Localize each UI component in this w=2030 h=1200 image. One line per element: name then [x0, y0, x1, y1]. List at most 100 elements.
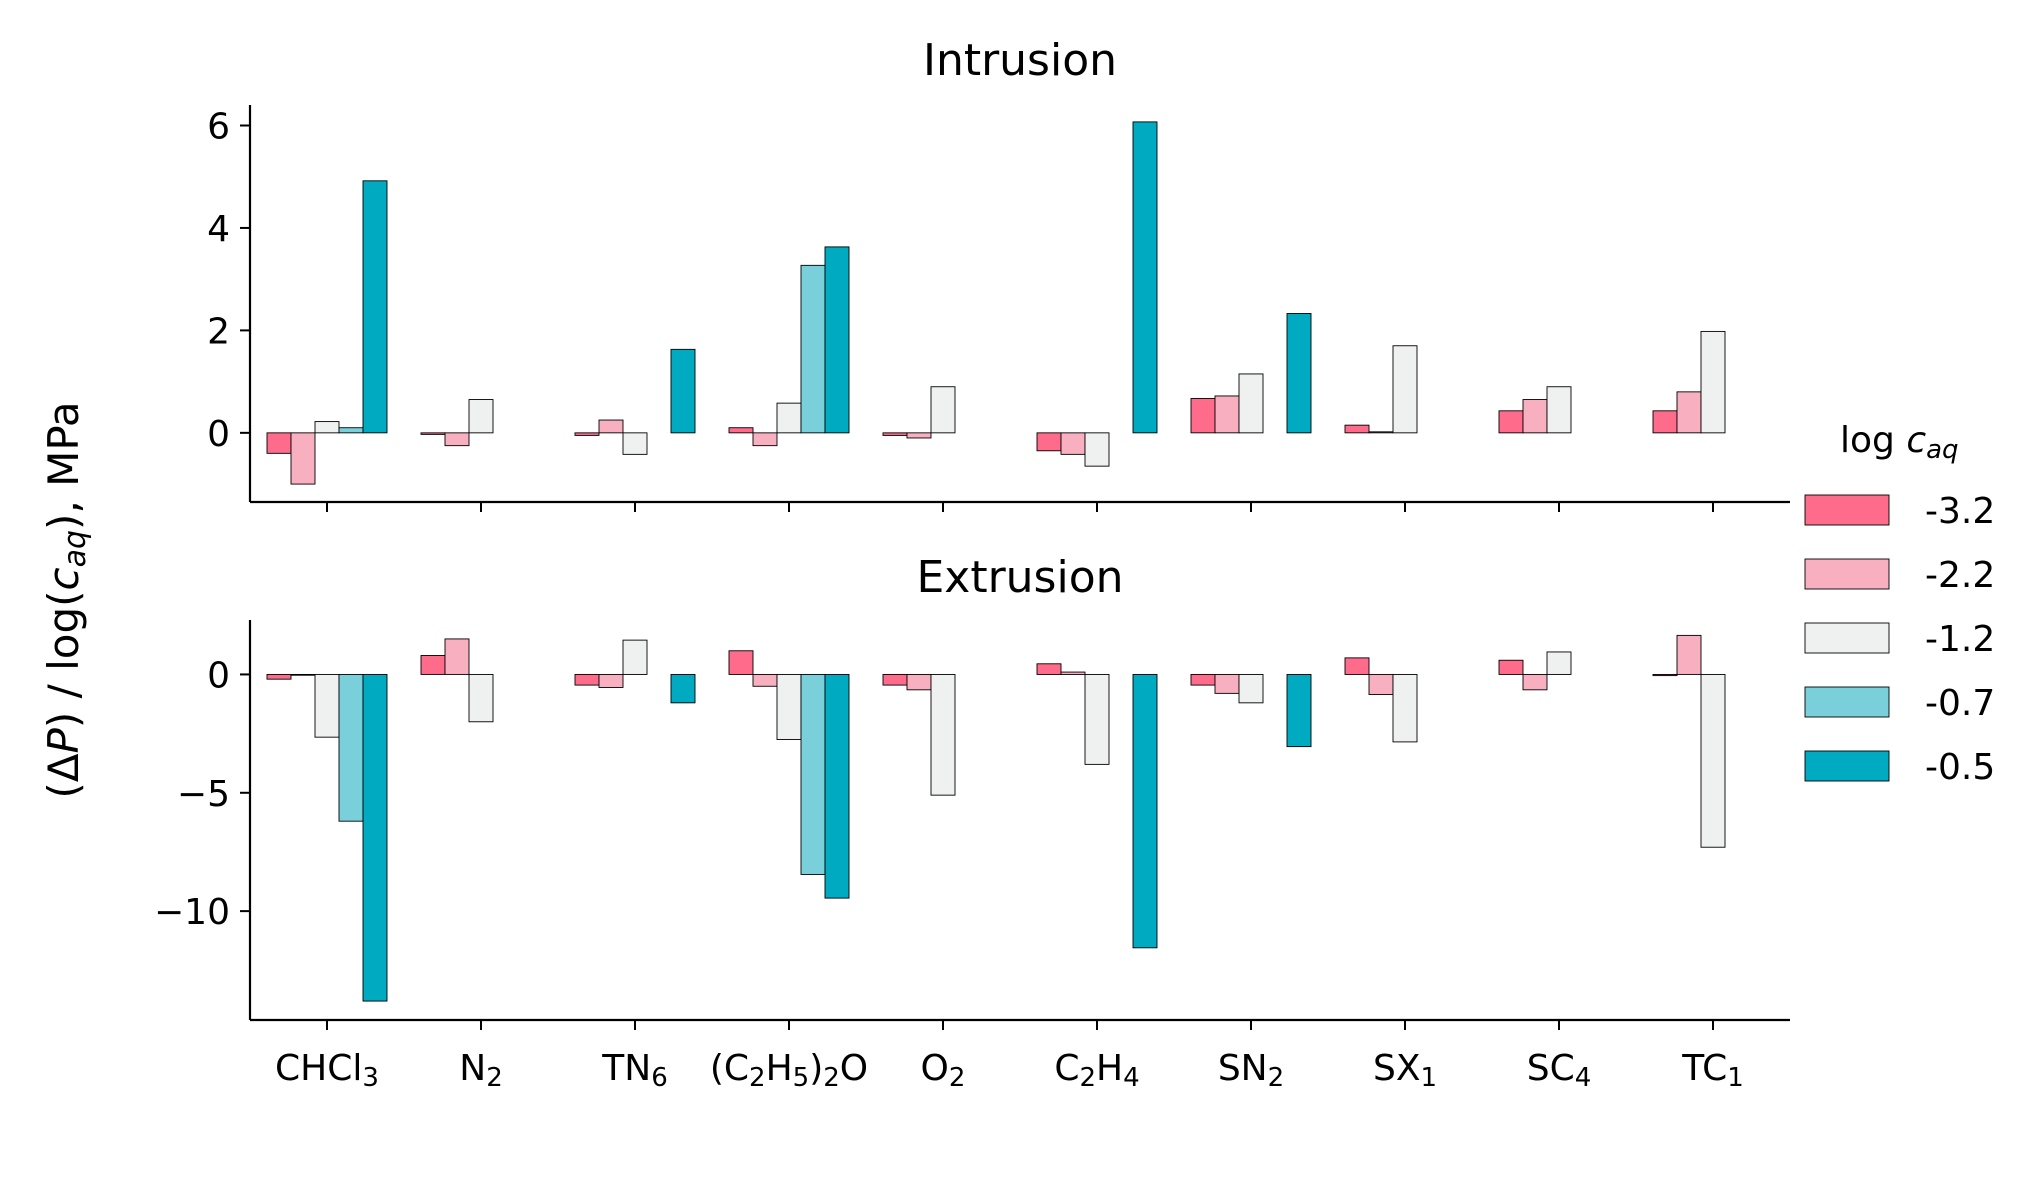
bar-tc1-series-1: [1676, 391, 1702, 434]
bar-chcl3-series-1: [290, 432, 316, 485]
bar-sn2-series-4: [1286, 313, 1312, 434]
bar-o2-series-1: [906, 432, 932, 439]
bar-tc1-series-0: [1652, 673, 1678, 677]
bar-tn6-series-1: [598, 419, 624, 434]
bar-sn2-series-1: [1214, 673, 1240, 694]
bar-chcl3-series-4: [362, 180, 388, 434]
bar-chcl3-series-0: [266, 673, 292, 680]
y-tick-label: −10: [154, 892, 230, 933]
legend-label: -0.7: [1925, 683, 1995, 724]
bar-c2h4-series-1: [1060, 671, 1086, 675]
x-tick-label: C2H4: [1054, 1048, 1139, 1093]
legend-swatch: [1804, 494, 1890, 526]
legend-swatch: [1804, 558, 1890, 590]
bar-c2h4-series-1: [1060, 432, 1086, 455]
bar-c2h52o-series-4: [824, 673, 850, 899]
panel-title: Intrusion: [923, 35, 1117, 86]
bar-tn6-series-2: [622, 639, 648, 675]
x-tick-label: SX1: [1373, 1048, 1437, 1093]
bar-tc1-series-2: [1700, 673, 1726, 848]
bar-n2-series-0: [420, 432, 446, 435]
x-tick-label: O2: [921, 1048, 966, 1093]
bar-c2h4-series-4: [1132, 121, 1158, 434]
bar-o2-series-2: [930, 673, 956, 796]
bar-o2-series-2: [930, 386, 956, 434]
bar-tn6-series-1: [598, 673, 624, 688]
x-tick-label: SC4: [1527, 1048, 1592, 1093]
bar-chcl3-series-1: [290, 673, 316, 676]
bar-n2-series-0: [420, 655, 446, 675]
x-tick-label: SN2: [1218, 1048, 1284, 1093]
bar-c2h52o-series-2: [776, 402, 802, 434]
bar-sc4-series-0: [1498, 410, 1524, 434]
legend: log caq -3.2 -2.2 -1.2 -0.7 -0.5: [1804, 420, 1995, 788]
bar-tc1-series-1: [1676, 634, 1702, 675]
bar-c2h52o-series-1: [752, 432, 778, 447]
y-tick-label: 6: [207, 106, 230, 147]
y-tick-label: 4: [207, 209, 230, 250]
x-tick-label: CHCl3: [275, 1048, 379, 1093]
bar-c2h52o-series-3: [800, 264, 826, 434]
bar-sn2-series-4: [1286, 673, 1312, 748]
bar-c2h52o-series-0: [728, 650, 754, 675]
bar-tn6-series-4: [670, 348, 696, 434]
bar-sn2-series-1: [1214, 395, 1240, 434]
bar-chcl3-series-4: [362, 673, 388, 1002]
bar-sc4-series-2: [1546, 651, 1572, 675]
legend-title: log caq: [1840, 420, 1959, 465]
bar-sx1-series-1: [1368, 431, 1394, 434]
bar-c2h52o-series-3: [800, 673, 826, 875]
bar-sc4-series-1: [1522, 673, 1548, 691]
bar-chcl3-series-3: [338, 427, 364, 434]
bar-c2h4-series-0: [1036, 663, 1062, 675]
legend-swatch: [1804, 686, 1890, 718]
bar-c2h52o-series-4: [824, 246, 850, 434]
bar-tn6-series-0: [574, 432, 600, 436]
panel-title: Extrusion: [916, 552, 1123, 603]
bar-tc1-series-2: [1700, 330, 1726, 434]
panel-extrusion: Extrusion 0 −5 −10 CHCl3 N2 TN6 (C2H5)2O O2 C2H4 S…: [154, 552, 1790, 1093]
bar-sc4-series-1: [1522, 399, 1548, 434]
y-tick-label: 2: [207, 311, 230, 352]
bar-o2-series-0: [882, 673, 908, 686]
bar-sx1-series-0: [1344, 657, 1370, 675]
bar-chcl3-series-3: [338, 673, 364, 822]
legend-swatch: [1804, 622, 1890, 654]
bar-n2-series-1: [444, 432, 470, 447]
bar-c2h4-series-2: [1084, 673, 1110, 765]
bar-sn2-series-2: [1238, 373, 1264, 434]
bar-c2h52o-series-2: [776, 673, 802, 740]
bar-sx1-series-2: [1392, 345, 1418, 434]
bar-tn6-series-2: [622, 432, 648, 455]
x-tick-label: TN6: [601, 1048, 667, 1093]
bar-c2h4-series-0: [1036, 432, 1062, 452]
bar-sx1-series-2: [1392, 673, 1418, 743]
x-tick-label: N2: [459, 1048, 502, 1093]
legend-label: -3.2: [1925, 491, 1995, 532]
bar-sc4-series-2: [1546, 386, 1572, 434]
bar-chcl3-series-0: [266, 432, 292, 454]
bar-sn2-series-0: [1190, 673, 1216, 686]
bar-sc4-series-0: [1498, 659, 1524, 675]
bar-c2h52o-series-1: [752, 673, 778, 687]
bar-c2h4-series-4: [1132, 673, 1158, 949]
bar-chcl3-series-2: [314, 673, 340, 738]
y-tick-label: 0: [207, 655, 230, 696]
bar-tn6-series-4: [670, 673, 696, 704]
bar-chcl3-series-2: [314, 421, 340, 434]
bar-sn2-series-0: [1190, 398, 1216, 434]
bar-sn2-series-2: [1238, 673, 1264, 704]
legend-label: -2.2: [1925, 555, 1995, 596]
bar-sx1-series-0: [1344, 424, 1370, 434]
bar-c2h4-series-2: [1084, 432, 1110, 467]
bar-n2-series-2: [468, 673, 494, 723]
bar-tn6-series-0: [574, 673, 600, 686]
bar-tc1-series-0: [1652, 410, 1678, 434]
x-tick-label: TC1: [1681, 1048, 1744, 1093]
legend-swatch: [1804, 750, 1890, 782]
bar-o2-series-1: [906, 673, 932, 691]
bar-n2-series-1: [444, 638, 470, 675]
y-tick-label: −5: [177, 774, 230, 815]
panel-intrusion: Intrusion 0 2 4 6: [207, 35, 1790, 512]
